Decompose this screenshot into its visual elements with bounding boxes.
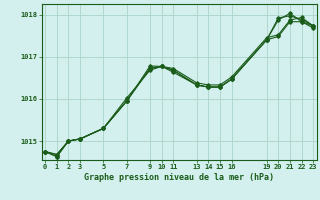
X-axis label: Graphe pression niveau de la mer (hPa): Graphe pression niveau de la mer (hPa) bbox=[84, 173, 274, 182]
